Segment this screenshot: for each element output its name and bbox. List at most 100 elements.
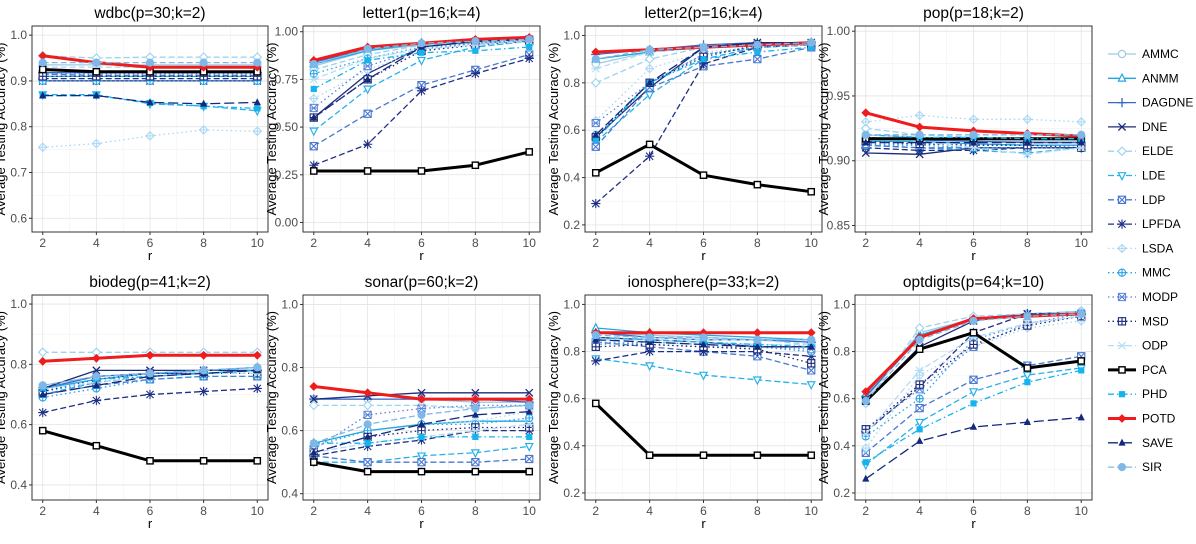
y-axis-label: Average Testing Accuracy (%)	[0, 311, 8, 484]
data-point	[752, 328, 762, 338]
legend-label: ELDE	[1142, 144, 1173, 158]
data-point	[754, 48, 761, 56]
x-tick-label: 2	[310, 504, 317, 518]
data-point	[862, 459, 869, 466]
x-tick-label: 2	[39, 504, 46, 518]
series-pca	[309, 148, 534, 175]
data-point	[591, 342, 600, 351]
data-point	[861, 130, 870, 139]
y-axis-label: Average Testing Accuracy (%)	[546, 311, 561, 484]
series-lde	[861, 364, 1086, 471]
data-point	[252, 126, 263, 137]
data-point	[915, 345, 924, 353]
data-point	[591, 198, 601, 209]
x-tick-label: 6	[147, 504, 154, 518]
series-line-phd	[313, 46, 530, 90]
data-point	[808, 44, 815, 51]
y-tick-label: 0.8	[563, 345, 580, 359]
data-point	[92, 366, 101, 375]
y-tick-label: 0.4	[833, 439, 850, 453]
data-point	[969, 130, 978, 139]
data-point	[1023, 418, 1031, 426]
data-point	[700, 56, 707, 63]
series-line-msd	[865, 315, 1082, 430]
data-point	[970, 400, 977, 407]
legend-label: LDE	[1142, 169, 1165, 183]
data-point	[92, 372, 101, 381]
series-pca	[38, 426, 262, 465]
data-point	[309, 167, 318, 175]
data-point	[524, 420, 534, 429]
data-point	[969, 316, 978, 326]
data-point	[417, 394, 426, 404]
x-axis-label: r	[701, 516, 706, 531]
y-tick-label: 0.00	[275, 215, 299, 229]
data-point	[591, 399, 600, 408]
y-tick-label: 0.6	[10, 418, 27, 432]
data-point	[200, 99, 208, 107]
data-point	[645, 45, 654, 54]
y-tick-label: 0.90	[827, 154, 851, 168]
x-axis-label: r	[971, 248, 976, 263]
y-tick-label: 0.4	[563, 439, 580, 453]
data-point	[525, 467, 534, 476]
data-point	[914, 323, 925, 333]
series-pca	[591, 399, 816, 460]
data-point	[472, 47, 479, 54]
series-lpfda	[38, 383, 262, 418]
data-point	[915, 403, 924, 413]
legend-item-ldp: LDP	[1108, 193, 1165, 207]
legend-marker	[1117, 49, 1127, 59]
data-point	[914, 110, 925, 121]
x-tick-label: 6	[970, 236, 977, 250]
chart-panel-7: 0.2 0.4 0.6 0.8 1.0 2 4 6 8 10 ionosphere(p=33;k=2…	[546, 274, 823, 531]
x-tick-label: 8	[200, 504, 207, 518]
data-point	[1022, 150, 1032, 159]
data-point	[308, 400, 319, 411]
series-sir	[861, 130, 1086, 139]
series-line-phd	[42, 94, 258, 110]
data-point	[252, 350, 262, 360]
legend-item-lde: LDE	[1108, 169, 1165, 183]
data-point	[91, 353, 101, 363]
x-tick-label: 6	[418, 504, 425, 518]
data-point	[916, 436, 924, 444]
data-point	[644, 63, 655, 74]
legend-label: SAVE	[1142, 436, 1173, 450]
data-point	[418, 49, 425, 56]
x-tick-label: 8	[754, 504, 761, 518]
legend-marker	[1117, 98, 1127, 108]
data-point	[645, 91, 655, 101]
series-lsda	[37, 125, 263, 153]
x-tick-label: 4	[93, 236, 100, 250]
series-line-modp	[313, 38, 530, 109]
data-point	[253, 58, 262, 67]
x-tick-label: 6	[147, 236, 154, 250]
x-tick-label: 6	[700, 504, 707, 518]
data-point	[310, 85, 317, 93]
data-point	[39, 390, 47, 398]
data-point	[198, 125, 209, 135]
y-tick-label: 0.25	[275, 168, 299, 182]
data-point	[969, 422, 978, 430]
data-point	[364, 440, 371, 447]
series-sir	[309, 401, 534, 448]
y-axis-label: Average Testing Accuracy (%)	[816, 311, 831, 484]
data-point	[915, 394, 924, 403]
y-tick-label: 0.2	[563, 218, 580, 232]
series-pca	[591, 140, 816, 196]
data-point	[968, 114, 979, 125]
legend-item-pca: PCA	[1108, 363, 1167, 377]
chart-title: letter2(p=16;k=4)	[644, 5, 762, 22]
legend: AMMC ANMM DAGDNE DNE ELDE LDE LDP LPFDA LSDA MMC M…	[1108, 47, 1193, 474]
data-point	[915, 366, 925, 375]
data-point	[309, 75, 319, 84]
y-axis-label: Average Testing Accuracy (%)	[264, 311, 279, 484]
y-tick-label: 0.8	[281, 361, 298, 375]
data-point	[92, 58, 101, 67]
chart-panel-1: 0.6 0.7 0.8 0.9 1.0 2 4 6 8 10 wdbc(p=30;k=2) r Aver…	[0, 5, 269, 263]
x-axis-label: r	[971, 516, 976, 531]
data-point	[525, 454, 534, 464]
data-point	[525, 407, 533, 415]
y-tick-label: 1.0	[563, 297, 580, 311]
